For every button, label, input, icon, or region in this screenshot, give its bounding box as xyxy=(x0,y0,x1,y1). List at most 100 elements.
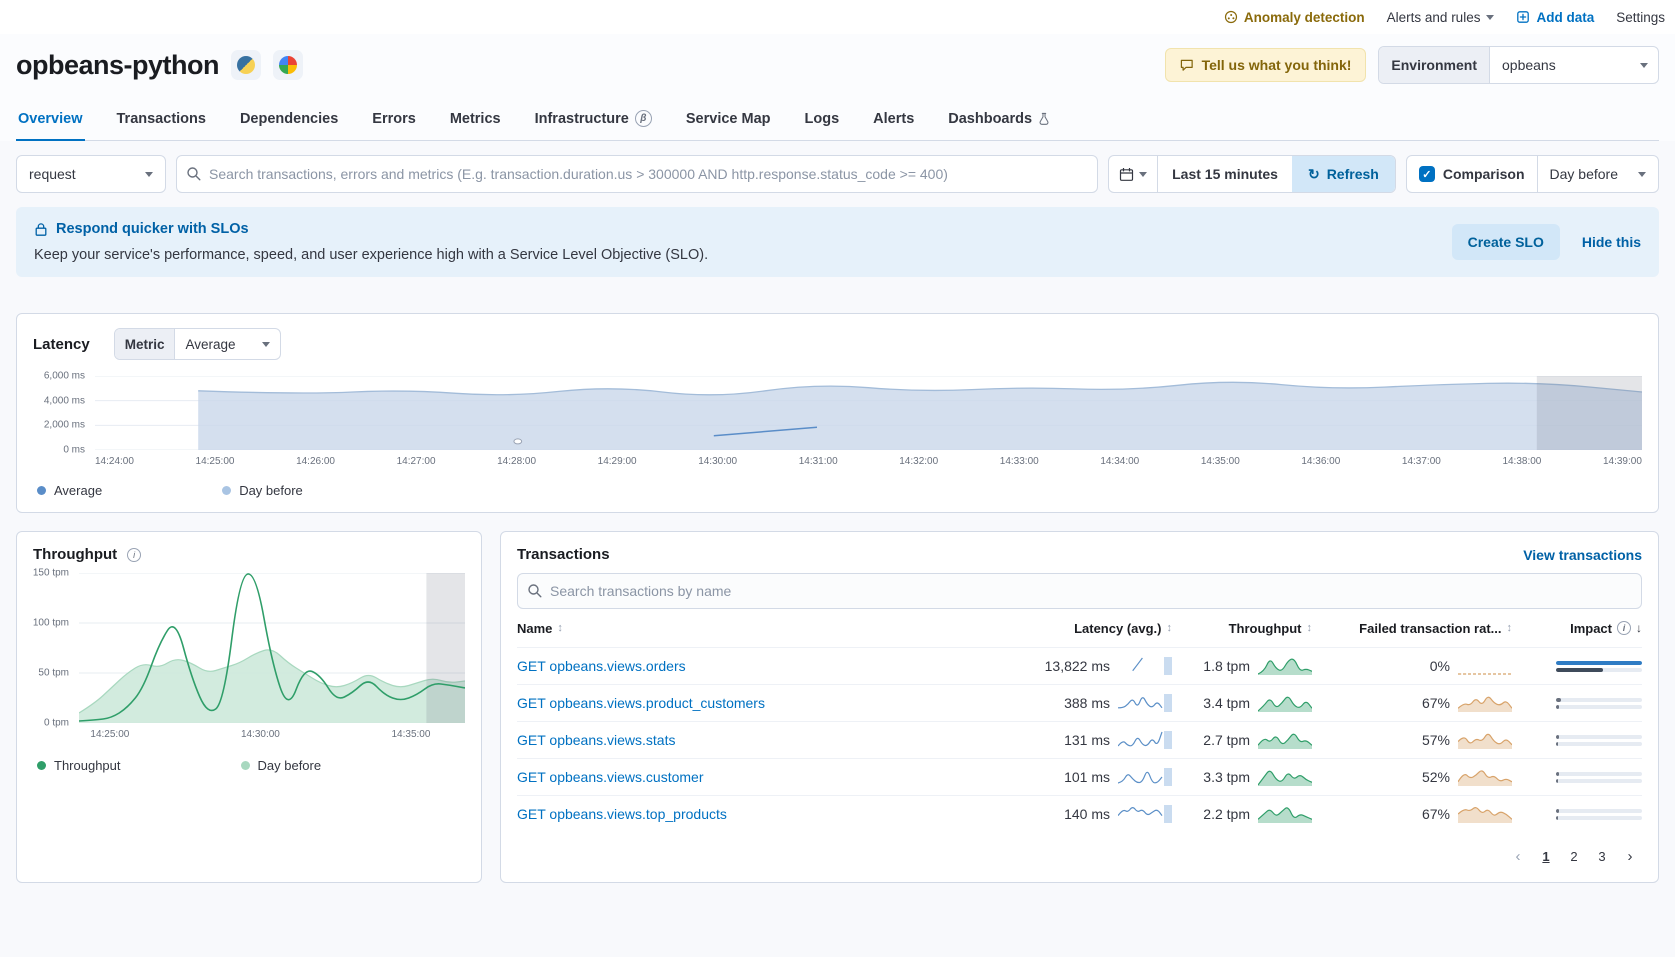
pagination: ‹ 1 2 3 › xyxy=(517,844,1642,868)
settings-label: Settings xyxy=(1616,9,1665,25)
transaction-name-link[interactable]: GET opbeans.views.customer xyxy=(517,769,704,785)
speech-bubble-icon xyxy=(1180,59,1193,71)
tab-overview[interactable]: Overview xyxy=(16,100,85,141)
transactions-panel: Transactions View transactions Name ↕ La… xyxy=(500,531,1659,883)
tab-label: Metrics xyxy=(449,110,501,127)
throughput-value: 2.2 tpm xyxy=(1203,806,1250,822)
top-navigation-bar: Anomaly detection Alerts and rules Add d… xyxy=(0,0,1675,34)
comparison-value: Day before xyxy=(1549,166,1618,182)
tab-dependencies[interactable]: Dependencies xyxy=(238,100,340,141)
column-header-failed-rate[interactable]: Failed transaction rat... ↕ xyxy=(1312,621,1512,636)
x-axis-label: 14:30:00 xyxy=(240,729,280,740)
column-header-throughput[interactable]: Throughput ↕ xyxy=(1172,621,1312,636)
sort-icon: ↕ xyxy=(1166,622,1173,634)
slo-title-link[interactable]: Respond quicker with SLOs xyxy=(56,221,249,237)
column-label: Impact xyxy=(1570,620,1612,636)
latency-chart-svg xyxy=(95,376,1642,450)
sort-icon: ↕ xyxy=(1306,622,1313,634)
latency-chart[interactable] xyxy=(95,376,1642,450)
tab-errors[interactable]: Errors xyxy=(370,100,418,141)
date-picker: Last 15 minutes ↻ Refresh xyxy=(1108,155,1396,193)
throughput-value: 2.7 tpm xyxy=(1203,732,1250,748)
view-transactions-link[interactable]: View transactions xyxy=(1523,546,1642,563)
x-axis-label: 14:34:00 xyxy=(1100,456,1140,467)
legend-item[interactable]: Day before xyxy=(222,483,303,498)
latency-x-axis: 14:24:00 14:25:00 14:26:00 14:27:00 14:28:00… xyxy=(95,456,1642,467)
x-axis-label: 14:35:00 xyxy=(1200,456,1240,467)
y-axis-label: 2,000 ms xyxy=(43,419,85,431)
column-header-name[interactable]: Name ↕ xyxy=(517,621,1002,636)
x-axis-label: 14:25:00 xyxy=(90,729,130,740)
transaction-name-link[interactable]: GET opbeans.views.product_customers xyxy=(517,695,765,711)
y-axis-label: 0 ms xyxy=(63,444,85,456)
hide-this-link[interactable]: Hide this xyxy=(1581,234,1641,250)
tab-logs[interactable]: Logs xyxy=(803,100,842,141)
column-header-latency[interactable]: Latency (avg.) ↕ xyxy=(1002,621,1172,636)
column-header-impact[interactable]: Impact i ↓ xyxy=(1512,621,1642,636)
x-axis-label: 14:37:00 xyxy=(1401,456,1441,467)
create-slo-button[interactable]: Create SLO xyxy=(1451,224,1560,260)
throughput-title: Throughput xyxy=(33,546,118,563)
x-axis-label: 14:36:00 xyxy=(1301,456,1341,467)
tab-transactions[interactable]: Transactions xyxy=(115,100,208,141)
transaction-name-link[interactable]: GET opbeans.views.orders xyxy=(517,658,686,674)
search-icon xyxy=(187,167,201,181)
y-axis-label: 6,000 ms xyxy=(43,370,85,382)
tab-dashboards[interactable]: Dashboards xyxy=(946,100,1052,141)
transactions-search-input[interactable] xyxy=(517,573,1642,609)
search-input[interactable] xyxy=(176,155,1099,193)
tab-service-map[interactable]: Service Map xyxy=(684,100,773,141)
page-button-2[interactable]: 2 xyxy=(1570,848,1578,864)
date-picker-button[interactable] xyxy=(1109,156,1159,192)
page-button-3[interactable]: 3 xyxy=(1598,848,1606,864)
latency-metric-select[interactable]: Average xyxy=(175,337,279,352)
environment-label: Environment xyxy=(1379,47,1490,83)
legend-item[interactable]: Day before xyxy=(240,758,322,773)
settings-link[interactable]: Settings xyxy=(1616,10,1665,25)
x-axis-label: 14:24:00 xyxy=(95,456,134,467)
latency-y-axis: 6,000 ms 4,000 ms 2,000 ms 0 ms xyxy=(33,371,95,456)
environment-select[interactable]: Environment opbeans xyxy=(1378,46,1659,84)
tab-infrastructure[interactable]: Infrastructure β xyxy=(533,100,654,141)
sort-desc-icon: ↓ xyxy=(1636,621,1642,635)
failed-rate-sparkline xyxy=(1458,807,1512,823)
add-data-link[interactable]: Add data xyxy=(1516,10,1594,25)
y-axis-label: 0 tpm xyxy=(43,717,69,729)
comparison-checkbox[interactable]: ✓ Comparison xyxy=(1407,156,1538,192)
failed-rate-sparkline xyxy=(1458,770,1512,786)
column-label: Name xyxy=(517,620,553,636)
impact-bar xyxy=(1556,734,1642,746)
latency-value: 388 ms xyxy=(1064,695,1110,711)
beta-badge: β xyxy=(634,110,652,127)
x-axis-label: 14:31:00 xyxy=(798,456,838,467)
x-axis-label: 14:25:00 xyxy=(195,456,235,467)
transaction-name-link[interactable]: GET opbeans.views.stats xyxy=(517,732,676,748)
anomaly-detection-link[interactable]: Anomaly detection xyxy=(1224,10,1365,25)
legend-label: Day before xyxy=(257,758,322,773)
tab-alerts[interactable]: Alerts xyxy=(871,100,916,141)
page-button-1[interactable]: 1 xyxy=(1542,848,1550,864)
tab-label: Overview xyxy=(18,110,83,127)
tab-metrics[interactable]: Metrics xyxy=(448,100,503,141)
time-range-label[interactable]: Last 15 minutes xyxy=(1172,166,1278,182)
y-axis-label: 50 tpm xyxy=(38,667,69,679)
latency-sparkline xyxy=(1118,805,1172,823)
page-title: opbeans-python xyxy=(16,49,220,80)
alerts-and-rules-menu[interactable]: Alerts and rules xyxy=(1387,10,1495,25)
x-axis-label: 14:30:00 xyxy=(698,456,738,467)
failed-rate-value: 67% xyxy=(1421,695,1450,711)
slo-actions: Create SLO Hide this xyxy=(1451,224,1641,260)
throughput-chart[interactable] xyxy=(79,573,465,723)
feedback-button[interactable]: Tell us what you think! xyxy=(1164,48,1367,82)
refresh-button[interactable]: ↻ Refresh xyxy=(1291,156,1395,192)
next-page-button[interactable]: › xyxy=(1627,847,1633,865)
comparison-select[interactable]: Day before xyxy=(1538,156,1658,192)
transactions-title: Transactions xyxy=(517,546,610,563)
comparison-control: ✓ Comparison Day before xyxy=(1405,155,1659,193)
throughput-sparkline xyxy=(1258,658,1312,675)
transaction-type-select[interactable]: request xyxy=(16,155,166,193)
legend-item[interactable]: Average xyxy=(37,483,102,498)
transaction-name-link[interactable]: GET opbeans.views.top_products xyxy=(517,806,727,822)
legend-item[interactable]: Throughput xyxy=(37,758,121,773)
